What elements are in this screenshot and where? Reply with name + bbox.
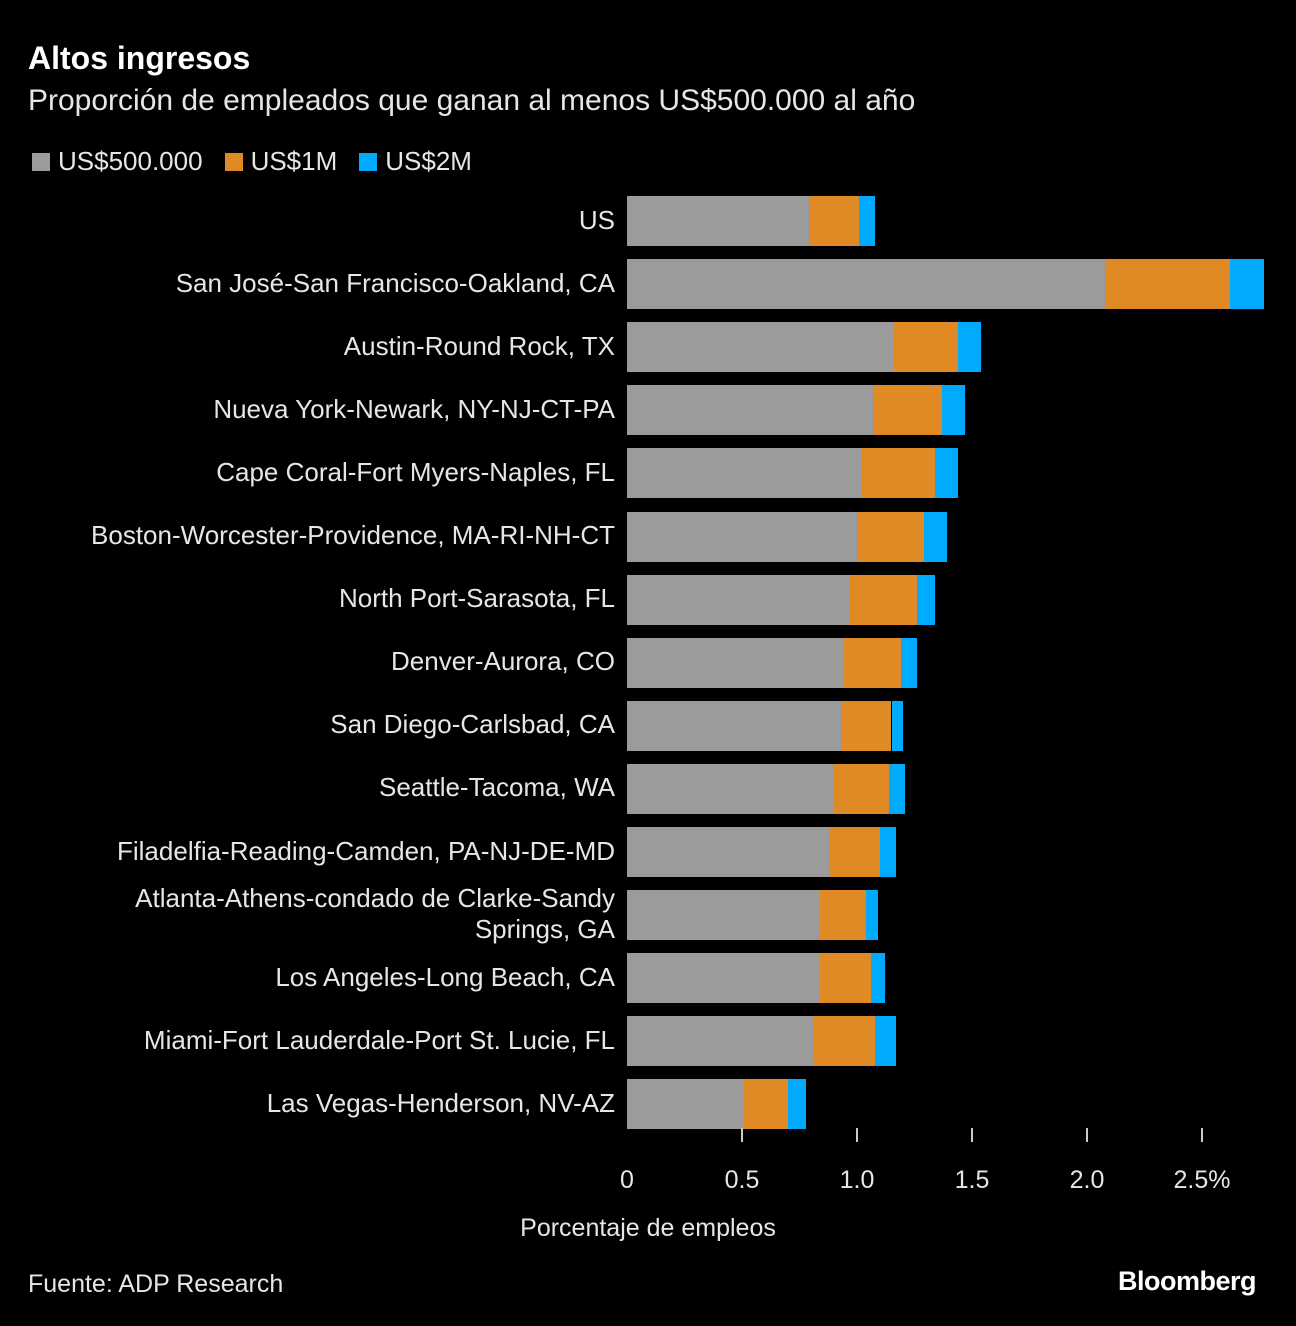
chart-title: Altos ingresos <box>28 40 251 76</box>
bar-segment-500k <box>627 890 821 941</box>
category-label: Seattle-Tacoma, WA <box>378 772 615 803</box>
x-tick <box>856 1128 858 1142</box>
category-label: San José-San Francisco-Oakland, CA <box>175 267 615 298</box>
bar-segment-1m <box>893 322 959 373</box>
x-tick-label: 0 <box>620 1166 634 1194</box>
category-label: Las Vegas-Henderson, NV-AZ <box>266 1087 615 1118</box>
bar-segment-2m <box>859 196 876 246</box>
category-label: Miami-Fort Lauderdale-Port St. Lucie, FL <box>143 1024 615 1055</box>
bar-segment-1m <box>744 1079 788 1130</box>
bar-segment-1m <box>1105 259 1230 310</box>
bar-segment-500k <box>627 385 874 436</box>
legend-label: US$1M <box>250 146 338 176</box>
bar-segment-2m <box>935 448 959 499</box>
x-tick <box>1201 1128 1203 1142</box>
category-label: Filadelfia-Reading-Camden, PA-NJ-DE-MD <box>117 835 615 866</box>
bar-segment-1m <box>820 890 867 941</box>
bar-segment-2m <box>923 511 947 562</box>
bar-segment-1m <box>829 827 880 877</box>
bloomberg-logo: Bloomberg <box>1117 1266 1257 1296</box>
bar-segment-500k <box>627 322 894 373</box>
bar-segment-2m <box>889 763 906 814</box>
bar-segment-2m <box>866 890 878 941</box>
bar-segment-500k <box>627 827 830 877</box>
legend-item-2m: US$2M <box>359 146 472 177</box>
category-label: San Diego-Carlsbad, CA <box>330 709 615 740</box>
category-label: Cape Coral-Fort Myers-Naples, FL <box>216 456 615 487</box>
category-label: US <box>578 204 615 235</box>
category-label: Atlanta-Athens-condado de Clarke-Sandy S… <box>135 883 615 945</box>
category-label: Nueva York-Newark, NY-NJ-CT-PA <box>213 393 615 424</box>
bar-segment-500k <box>627 511 857 562</box>
bar-segment-2m <box>870 953 885 1004</box>
bar-segment-500k <box>627 1079 745 1130</box>
bar-segment-500k <box>627 763 834 814</box>
bar-segment-2m <box>916 574 936 625</box>
x-tick-label: 2.0 <box>1069 1166 1105 1194</box>
x-tick-label: 2.5% <box>1173 1166 1231 1194</box>
bar-segment-500k <box>627 953 821 1004</box>
x-tick <box>1086 1128 1088 1142</box>
source-note: Fuente: ADP Research <box>28 1270 284 1298</box>
legend-swatch <box>32 152 50 171</box>
bar-segment-2m <box>788 1079 807 1130</box>
legend-label: US$2M <box>385 146 472 176</box>
x-tick <box>741 1128 743 1142</box>
x-tick-label: 1.5 <box>954 1166 990 1194</box>
legend-item-500k: US$500.000 <box>32 146 203 177</box>
bar-segment-1m <box>808 196 860 246</box>
bar-segment-2m <box>875 1016 897 1067</box>
bar-segment-1m <box>850 574 917 625</box>
bar-segment-500k <box>627 637 844 688</box>
legend-label: US$500.000 <box>58 146 203 176</box>
bar-segment-2m <box>1229 259 1265 310</box>
bar-segment-2m <box>942 385 966 436</box>
x-tick-label: 1.0 <box>839 1166 875 1194</box>
category-label: Austin-Round Rock, TX <box>343 330 615 361</box>
bar-segment-2m <box>891 700 903 751</box>
bar-segment-1m <box>820 953 871 1004</box>
bar-segment-1m <box>861 448 936 499</box>
category-label: Boston-Worcester-Providence, MA-RI-NH-CT <box>91 520 615 550</box>
legend-swatch <box>224 152 243 171</box>
x-tick-label: 0.5 <box>724 1166 760 1194</box>
bar-segment-1m <box>840 700 892 751</box>
bar-segment-1m <box>843 637 901 688</box>
bar-segment-1m <box>813 1016 876 1067</box>
x-axis-label: Porcentaje de empleos <box>520 1214 776 1242</box>
legend-item-1m: US$1M <box>224 146 338 177</box>
bar-segment-500k <box>627 196 809 246</box>
chart-subtitle: Proporción de empleados que ganan al men… <box>28 84 916 117</box>
bar-segment-500k <box>627 1016 814 1067</box>
bar-segment-1m <box>834 763 890 814</box>
bar-segment-1m <box>873 385 943 436</box>
bar-segment-500k <box>627 448 862 499</box>
bar-segment-2m <box>900 637 917 688</box>
legend: US$500.000 US$1M US$2M <box>32 146 472 177</box>
x-tick <box>971 1128 973 1142</box>
legend-swatch <box>359 152 378 171</box>
category-label: Denver-Aurora, CO <box>391 646 615 677</box>
bar-segment-2m <box>880 827 897 877</box>
bar-segment-1m <box>857 511 924 562</box>
category-label: North Port-Sarasota, FL <box>339 583 615 614</box>
bar-segment-2m <box>958 322 982 373</box>
bar-segment-500k <box>627 574 851 625</box>
category-label: Los Angeles-Long Beach, CA <box>275 961 615 992</box>
bar-segment-500k <box>627 259 1106 310</box>
bar-segment-500k <box>627 700 841 751</box>
